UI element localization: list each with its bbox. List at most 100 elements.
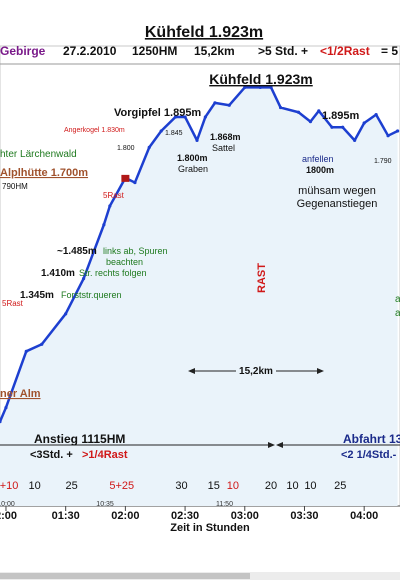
label-5rast-lower: 5Rast xyxy=(2,299,24,308)
profile-point xyxy=(108,204,112,208)
profile-point xyxy=(269,85,273,90)
profile-point xyxy=(386,134,390,138)
label-anstieg-time: <3Std. + xyxy=(30,449,73,461)
profile-point xyxy=(362,121,366,125)
small-time-label: 10:35 xyxy=(96,501,114,508)
label-1410: 1.410m xyxy=(41,268,75,279)
x-axis-label: Zeit in Stunden xyxy=(170,522,250,534)
profile-point xyxy=(159,129,163,133)
profile-point xyxy=(40,342,44,346)
label-abfahrt: Abfahrt 13 xyxy=(343,432,400,446)
profile-point xyxy=(227,103,231,107)
elevation-profile xyxy=(0,85,400,506)
distance-arrowhead-left xyxy=(188,368,195,374)
profile-point xyxy=(64,312,68,316)
subtitle-duration: >5 Std. + xyxy=(258,44,308,58)
label-links-ab: links ab, Spuren xyxy=(103,246,168,256)
label-angerkogel: Angerkogel 1.830m xyxy=(64,127,125,134)
profile-point xyxy=(396,129,400,133)
segment-minutes-label: 10 xyxy=(29,480,41,492)
x-tick-label: 04:00 xyxy=(350,510,378,522)
scrollbar-thumb[interactable] xyxy=(0,573,250,579)
label-sattel-height: 1.868m xyxy=(210,132,241,142)
label-alm: ner Alm xyxy=(0,388,41,400)
label-anstieg-rast: >1/4Rast xyxy=(82,449,128,461)
profile-point xyxy=(173,115,178,119)
profile-point xyxy=(308,120,313,124)
label-vorgipfel: Vorgipfel 1.895m xyxy=(114,107,201,119)
rest-marker xyxy=(121,174,130,182)
profile-point xyxy=(213,101,217,105)
label-muehsam: mühsam wegen xyxy=(298,185,376,197)
subtitle-ascent: 1250HM xyxy=(132,44,177,58)
profile-area xyxy=(0,87,398,506)
label-abfahrt-time: <2 1/4Std.- xyxy=(341,449,397,461)
profile-point xyxy=(102,223,106,227)
inner-title: Kühfeld 1.923m xyxy=(209,71,312,87)
label-1800a: 1.800 xyxy=(117,145,135,152)
segment-minutes-label: 5+10 xyxy=(0,480,18,492)
segment-minutes-label: 10 xyxy=(227,480,239,492)
segment-minutes-label: 15 xyxy=(208,480,220,492)
label-anfellen: anfellen xyxy=(302,154,334,164)
small-time-label: 11:50 xyxy=(216,501,233,508)
anstieg-arrowhead xyxy=(268,442,275,448)
profile-point xyxy=(203,115,207,119)
profile-point xyxy=(374,112,378,117)
x-tick-label: 01:30 xyxy=(52,510,80,522)
segment-minutes-label: 25 xyxy=(66,480,78,492)
label-alplhuette: Alplhütte 1.700m xyxy=(0,167,88,179)
segment-minutes-label: 30 xyxy=(175,480,187,492)
segment-minutes-label: 10 xyxy=(286,480,298,492)
profile-point xyxy=(133,180,137,185)
segment-minutes-label: 25 xyxy=(334,480,346,492)
subtitle-tail: = 5 xyxy=(381,44,398,58)
profile-point xyxy=(330,125,334,129)
profile-point xyxy=(278,105,283,110)
x-tick-label: 02:00 xyxy=(111,510,139,522)
label-gegenanstiegen: Gegenanstiegen xyxy=(297,198,378,210)
profile-point xyxy=(0,420,2,424)
label-forststr: Forststr.queren xyxy=(61,290,122,300)
profile-line xyxy=(0,86,399,423)
label-anstieg: Anstieg 1115HM xyxy=(34,432,125,446)
label-distance: 15,2km xyxy=(239,366,273,377)
profile-point xyxy=(341,125,345,129)
subtitle-distance: 15,2km xyxy=(194,44,235,58)
segment-minutes-label: 5+25 xyxy=(109,480,134,492)
label-graben: Graben xyxy=(178,164,208,174)
label-rast: RAST xyxy=(256,263,268,293)
abfahrt-arrowhead xyxy=(276,442,283,448)
profile-point xyxy=(296,110,301,114)
x-tick-label: 02:30 xyxy=(171,510,199,522)
label-right-a1: a xyxy=(395,294,400,305)
label-1895-right: 1.895m xyxy=(322,110,360,122)
subtitle-date: 27.2.2010 xyxy=(63,44,117,58)
label-5rast-upper: 5Rast xyxy=(103,191,125,200)
profile-point xyxy=(258,85,262,90)
label-right-a2: a xyxy=(395,308,400,319)
x-tick-label: 03:30 xyxy=(290,510,318,522)
profile-point xyxy=(4,405,8,410)
label-1845: 1.845 xyxy=(165,130,183,137)
label-graben-height: 1.800m xyxy=(177,153,208,163)
profile-point xyxy=(317,109,321,113)
profile-point xyxy=(147,145,151,150)
segment-minutes-label: 10 xyxy=(304,480,316,492)
segment-minutes-label: 20 xyxy=(265,480,277,492)
label-laerchenwald: hter Lärchenwald xyxy=(0,149,77,160)
label-beachten: beachten xyxy=(106,257,143,267)
label-anfellen-height: 1800m xyxy=(306,165,334,175)
profile-point xyxy=(195,138,199,142)
label-1345: 1.345m xyxy=(20,290,54,301)
distance-arrowhead-right xyxy=(317,368,324,374)
profile-point xyxy=(183,115,187,119)
label-1790: 1.790 xyxy=(374,158,392,165)
time-axis: 2:00 01:30 02:00 02:30 03:00 03:30 04:00 10:00 1… xyxy=(0,480,378,522)
profile-point xyxy=(24,349,28,353)
x-tick-label: 2:00 xyxy=(0,510,17,522)
profile-point xyxy=(353,138,357,142)
profile-point xyxy=(243,85,247,90)
label-790hm: 790HM xyxy=(2,182,28,191)
